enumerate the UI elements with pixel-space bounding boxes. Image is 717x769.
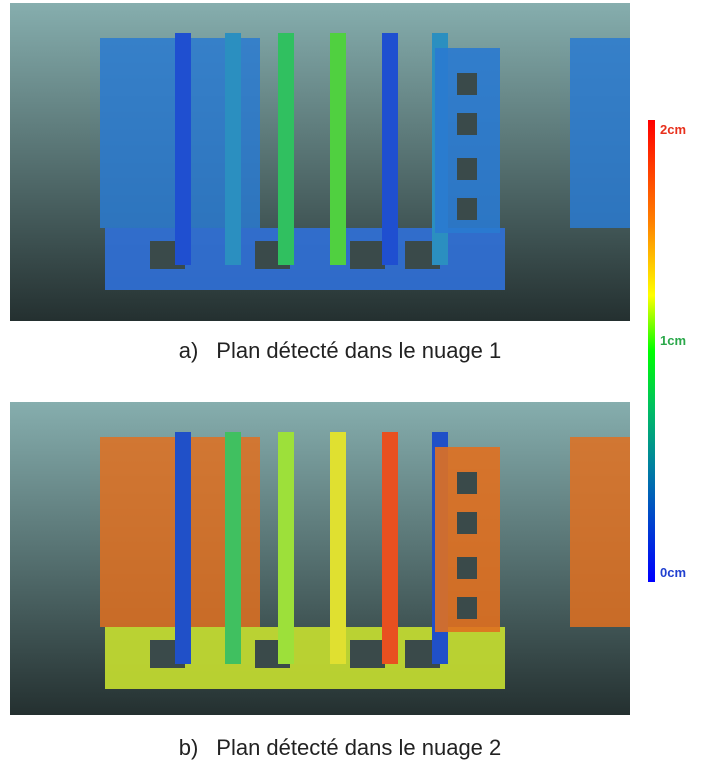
pillar bbox=[382, 33, 398, 265]
caption-label: b) bbox=[178, 735, 199, 760]
pillar bbox=[330, 33, 346, 265]
color-scale-bar bbox=[648, 120, 655, 582]
window bbox=[457, 512, 477, 534]
window bbox=[350, 640, 385, 668]
window bbox=[457, 158, 477, 180]
scale-label: 0cm bbox=[660, 565, 687, 580]
facade-side bbox=[570, 38, 630, 228]
window bbox=[457, 198, 477, 220]
window bbox=[350, 241, 385, 269]
point-cloud-image bbox=[10, 3, 630, 321]
caption-label: a) bbox=[178, 338, 199, 363]
pillar bbox=[175, 33, 191, 265]
window bbox=[457, 472, 477, 494]
pillar bbox=[225, 33, 241, 265]
point-cloud-image bbox=[10, 402, 630, 715]
scale-label: 1cm bbox=[660, 333, 687, 348]
facade-side bbox=[570, 437, 630, 627]
window bbox=[457, 557, 477, 579]
window bbox=[457, 73, 477, 95]
caption-text: Plan détecté dans le nuage 1 bbox=[216, 338, 502, 363]
scale-label: 2cm bbox=[660, 122, 687, 137]
window bbox=[457, 113, 477, 135]
pillar bbox=[278, 432, 294, 664]
pillar bbox=[382, 432, 398, 664]
pillar bbox=[225, 432, 241, 664]
caption-text: Plan détecté dans le nuage 2 bbox=[216, 735, 502, 760]
pillar bbox=[330, 432, 346, 664]
pillar bbox=[175, 432, 191, 664]
window bbox=[457, 597, 477, 619]
pillar bbox=[278, 33, 294, 265]
caption: a) Plan détecté dans le nuage 1 bbox=[0, 338, 680, 364]
caption: b) Plan détecté dans le nuage 2 bbox=[0, 735, 680, 761]
